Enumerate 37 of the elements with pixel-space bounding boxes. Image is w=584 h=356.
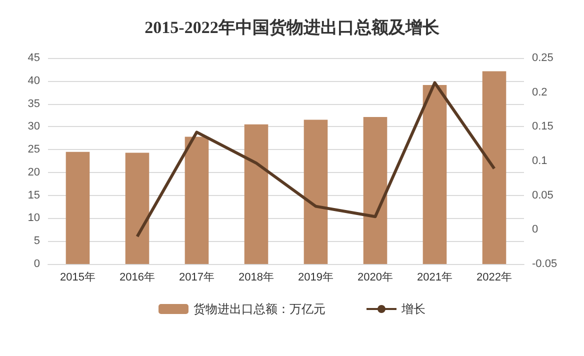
x-tick-label: 2020年 xyxy=(358,272,393,284)
y2-tick-label: 0.25 xyxy=(532,52,554,64)
x-tick-label: 2022年 xyxy=(476,272,512,284)
bar xyxy=(125,152,150,264)
bar xyxy=(422,85,447,264)
x-tick-label: 2016年 xyxy=(120,272,155,284)
x-tick-label: 2015年 xyxy=(60,272,96,284)
bar xyxy=(244,124,268,264)
x-tick-label: 2017年 xyxy=(179,272,214,284)
bar xyxy=(482,71,506,264)
y2-tick-label: 0.1 xyxy=(532,155,548,167)
x-tick-label: 2018年 xyxy=(238,272,274,284)
y2-tick-label: -0.05 xyxy=(532,258,558,270)
y-tick-label: 40 xyxy=(28,74,40,87)
legend-label: 增长 xyxy=(400,302,426,316)
y-tick-label: 20 xyxy=(28,166,40,178)
bar xyxy=(184,136,209,264)
y2-tick-label: 0.05 xyxy=(532,189,554,202)
x-tick-label: 2019年 xyxy=(298,272,334,284)
y-tick-label: 5 xyxy=(34,235,40,248)
y-tick-label: 15 xyxy=(28,189,40,202)
y-tick-label: 35 xyxy=(28,98,40,110)
bar xyxy=(363,117,388,264)
y-tick-label: 45 xyxy=(28,52,40,64)
legend-label: 货物进出口总额：万亿元 xyxy=(194,302,326,316)
y2-tick-label: 0 xyxy=(532,224,538,236)
bar xyxy=(304,120,328,264)
bar xyxy=(66,152,90,264)
y2-tick-label: 0.2 xyxy=(532,86,548,98)
line-series xyxy=(136,81,496,238)
y2-tick-label: 0.15 xyxy=(532,120,554,133)
y-tick-label: 10 xyxy=(28,212,40,224)
chart-title: 2015-2022年中国货物进出口总额及增长 xyxy=(144,18,440,37)
x-tick-label: 2021年 xyxy=(417,272,452,284)
y-tick-label: 30 xyxy=(28,120,40,133)
y-tick-label: 25 xyxy=(28,144,40,156)
y-tick-label: 0 xyxy=(34,258,40,270)
